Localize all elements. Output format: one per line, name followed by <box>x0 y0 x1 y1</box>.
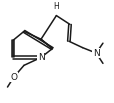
Text: H: H <box>53 2 59 11</box>
Text: O: O <box>10 73 17 82</box>
Text: N: N <box>37 53 44 62</box>
Text: N: N <box>92 49 99 58</box>
